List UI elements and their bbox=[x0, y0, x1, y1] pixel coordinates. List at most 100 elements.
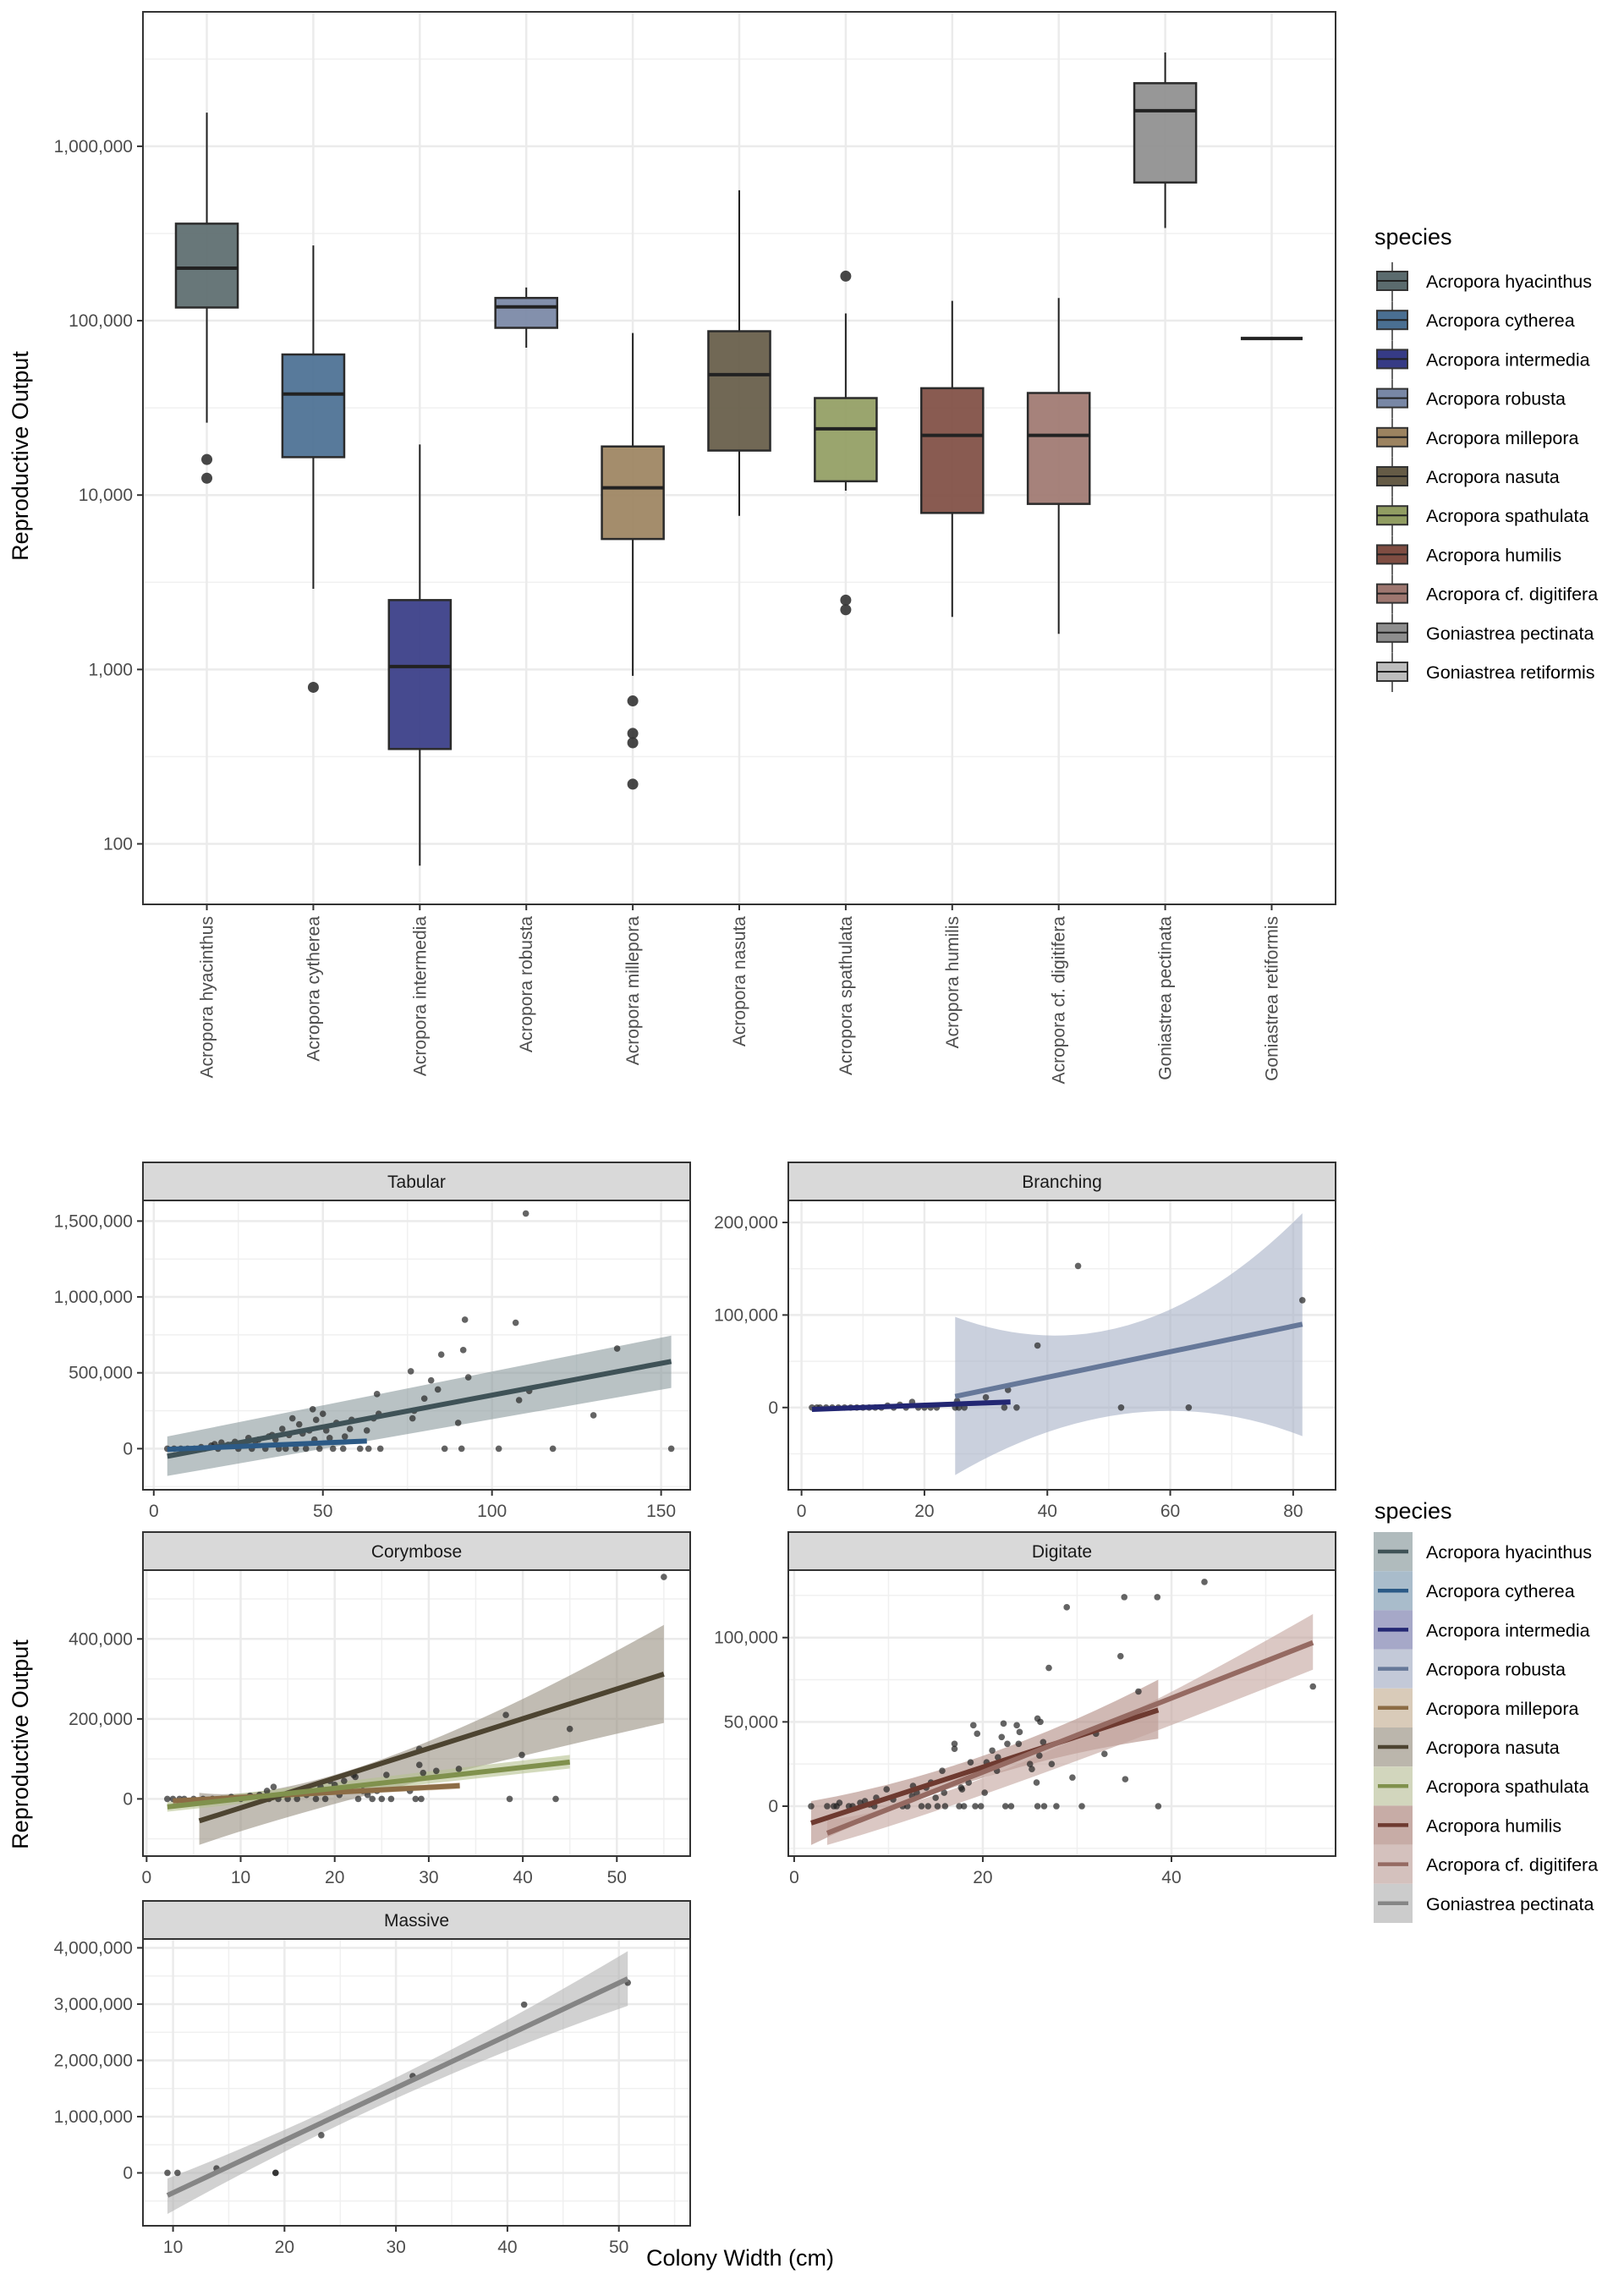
data-point bbox=[1117, 1403, 1125, 1411]
data-point bbox=[364, 1791, 371, 1799]
data-point bbox=[378, 1795, 386, 1803]
regression-line-acropora-hyacinthus bbox=[167, 1359, 672, 1459]
boxplot-panel-border bbox=[142, 11, 1336, 905]
data-point bbox=[998, 1733, 1006, 1741]
boxplot-y-axis-title: Reproductive Output bbox=[8, 351, 33, 561]
data-point bbox=[369, 1795, 376, 1803]
box-acropora-cytherea bbox=[281, 245, 346, 693]
data-point bbox=[590, 1412, 597, 1419]
outlier-point bbox=[307, 681, 319, 693]
legend-item: Acropora spathulata bbox=[1376, 497, 1588, 536]
data-point bbox=[924, 1803, 932, 1810]
facet-layers bbox=[808, 1579, 1317, 1845]
data-point bbox=[415, 1761, 423, 1769]
data-point bbox=[409, 1414, 416, 1422]
x-tick-label: 50 bbox=[313, 1502, 332, 1521]
data-point bbox=[1040, 1803, 1048, 1810]
data-point bbox=[420, 1769, 427, 1777]
x-tick-label: 30 bbox=[386, 2238, 405, 2257]
data-point bbox=[1029, 1766, 1035, 1772]
facet-tabular: Tabular 0 50 100 150 0 500,000 1,000,000 1,500,0… bbox=[54, 1162, 691, 1521]
data-point bbox=[989, 1747, 996, 1755]
confidence-ribbon bbox=[826, 1613, 1314, 1845]
outlier-point bbox=[627, 728, 639, 739]
data-point bbox=[967, 1759, 974, 1766]
data-point bbox=[1135, 1688, 1142, 1695]
data-point bbox=[321, 1795, 329, 1803]
x-tick-label: 40 bbox=[1038, 1502, 1057, 1521]
data-point bbox=[1037, 1718, 1044, 1726]
regression-line-acropora-spathulata bbox=[167, 1759, 571, 1810]
box-acropora-humilis bbox=[919, 300, 985, 618]
data-point bbox=[434, 1386, 442, 1393]
outlier-point bbox=[201, 453, 213, 465]
data-point bbox=[302, 1445, 310, 1453]
box-iqr bbox=[1026, 392, 1091, 505]
y-tick-label: 1,000,000 bbox=[54, 2107, 133, 2127]
data-point bbox=[294, 1795, 301, 1803]
facet-panel-border bbox=[787, 1569, 1336, 1857]
data-point bbox=[1309, 1683, 1317, 1690]
box-iqr bbox=[387, 599, 453, 750]
data-point bbox=[566, 1725, 573, 1733]
data-point bbox=[354, 1795, 362, 1803]
legend-label: Acropora spathulata bbox=[1426, 1777, 1588, 1797]
data-point bbox=[1007, 1803, 1015, 1810]
y-tick-label: 1,000,000 bbox=[54, 1288, 133, 1307]
outlier-point bbox=[201, 472, 213, 484]
facet-strip-label: Massive bbox=[384, 1911, 449, 1931]
data-point bbox=[272, 2169, 279, 2177]
x-tick-label: 0 bbox=[149, 1502, 159, 1521]
outlier-point bbox=[627, 737, 639, 749]
data-point bbox=[883, 1786, 890, 1793]
facet-layers bbox=[163, 1210, 675, 1476]
data-point bbox=[1069, 1774, 1076, 1781]
data-point bbox=[319, 1410, 326, 1417]
y-tick-label: 0 bbox=[123, 1439, 133, 1458]
data-point bbox=[464, 1374, 472, 1381]
regression-line-acropora-millepora bbox=[173, 1782, 460, 1804]
data-point bbox=[932, 1794, 939, 1801]
data-point bbox=[459, 1347, 467, 1354]
x-tick-label: Acropora robusta bbox=[517, 916, 536, 1052]
data-point bbox=[1298, 1297, 1306, 1304]
data-point bbox=[292, 1445, 299, 1453]
data-point bbox=[1016, 1728, 1023, 1736]
facet-panel-border bbox=[787, 1200, 1336, 1491]
regression-line-acropora-intermedia bbox=[811, 1399, 1011, 1412]
y-tick-label: 200,000 bbox=[69, 1710, 133, 1729]
data-point bbox=[352, 1773, 359, 1781]
y-tick-label: 10,000 bbox=[79, 486, 133, 505]
facet-panel-border bbox=[142, 1938, 691, 2227]
x-tick-label: Acropora cytherea bbox=[304, 916, 323, 1062]
data-point bbox=[1001, 1403, 1008, 1411]
data-point bbox=[263, 1788, 271, 1794]
outlier-point bbox=[840, 594, 852, 606]
data-point bbox=[1013, 1403, 1020, 1411]
legend-label: Acropora cf. digitifera bbox=[1426, 585, 1598, 605]
data-point bbox=[288, 1414, 296, 1422]
legend-label: Goniastrea pectinata bbox=[1426, 1894, 1594, 1914]
data-point bbox=[939, 1767, 946, 1774]
legend-label: Goniastrea pectinata bbox=[1426, 623, 1594, 644]
y-tick-label: 1,000 bbox=[88, 660, 133, 679]
y-tick-label: 100 bbox=[103, 835, 133, 854]
y-tick-label: 200,000 bbox=[714, 1213, 778, 1233]
data-point bbox=[934, 1803, 941, 1810]
confidence-ribbon bbox=[167, 1335, 672, 1476]
data-point bbox=[318, 2132, 325, 2139]
data-point bbox=[427, 1376, 435, 1384]
regression-line-acropora-humilis bbox=[810, 1707, 1160, 1826]
x-tick-label: 40 bbox=[1161, 1868, 1181, 1887]
y-tick-label: 0 bbox=[123, 1789, 133, 1809]
facet-strip-label: Digitate bbox=[1032, 1542, 1092, 1562]
box-iqr bbox=[1133, 82, 1198, 184]
x-tick-label: 0 bbox=[789, 1868, 799, 1887]
data-point bbox=[312, 1416, 320, 1424]
data-point bbox=[977, 1803, 985, 1810]
y-tick-label: 50,000 bbox=[724, 1712, 778, 1732]
x-tick-label: 50 bbox=[607, 1868, 627, 1887]
regression-line-acropora-cytherea bbox=[167, 1438, 367, 1453]
facet-digitate: Digitate 0 20 40 0 50,000 100,000 bbox=[714, 1531, 1336, 1887]
facet-panel-border bbox=[142, 1569, 691, 1857]
